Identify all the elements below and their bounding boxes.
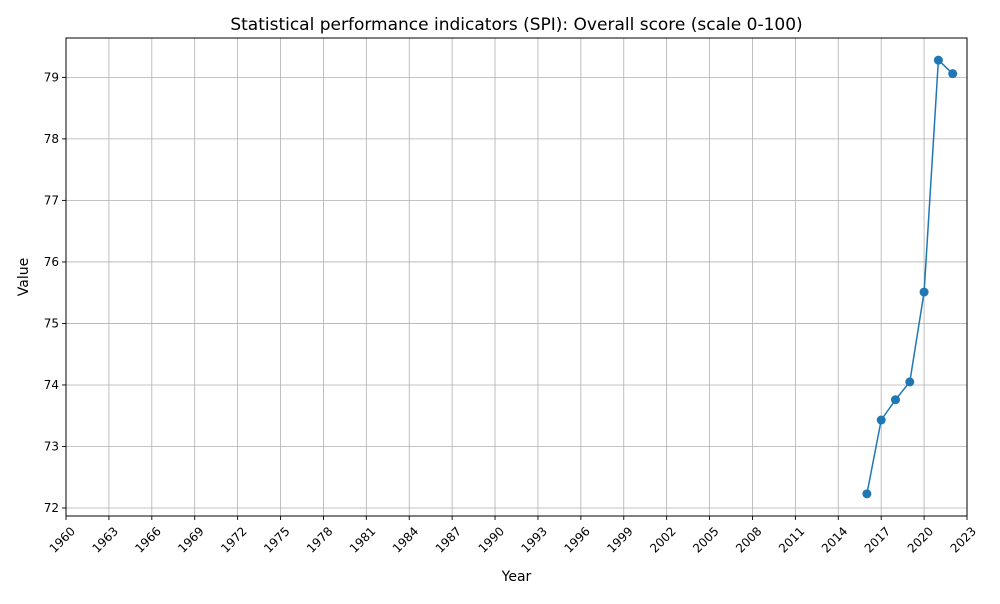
x-axis-title: Year [501,569,532,585]
y-tick-label: 74 [44,378,59,392]
y-axis-title: Value [16,258,32,296]
axes-frame [65,37,968,517]
data-point [890,395,900,405]
chart-title: Statistical performance indicators (SPI)… [230,15,802,35]
data-point [919,287,929,297]
data-point [948,69,958,79]
y-tick-label: 72 [44,501,59,515]
series-layer [862,55,958,499]
y-tick-label: 79 [44,70,59,84]
y-tick-label: 78 [44,132,59,146]
y-tick-label: 75 [44,316,59,330]
y-axis-ticks: 72 73 74 75 76 77 78 79 [44,70,66,515]
y-tick-label: 76 [44,255,59,269]
y-tick-label: 77 [44,193,59,207]
grid [65,38,968,516]
data-point [933,55,943,65]
data-point [876,415,886,425]
y-tick-label: 73 [44,439,59,453]
data-point [905,377,915,387]
data-point [862,489,872,499]
